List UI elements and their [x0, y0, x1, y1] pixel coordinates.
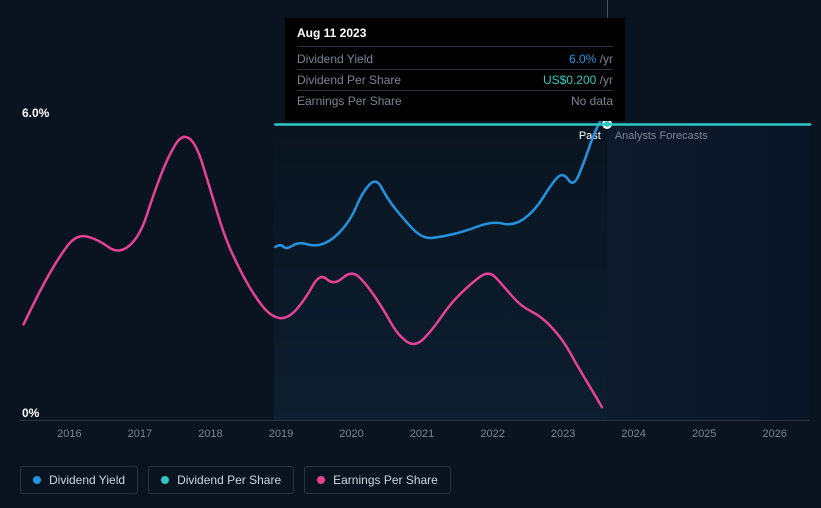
legend-item-dividend-per-share[interactable]: Dividend Per Share: [148, 466, 294, 494]
tooltip-label: Dividend Yield: [297, 52, 373, 66]
y-axis-label: 0%: [22, 406, 39, 420]
chart-legend: Dividend Yield Dividend Per Share Earnin…: [20, 466, 451, 494]
tooltip-date: Aug 11 2023: [297, 26, 613, 47]
legend-label: Dividend Yield: [49, 473, 125, 487]
tooltip-row: Dividend Per Share US$0.200 /yr: [297, 70, 613, 91]
legend-dot-icon: [33, 476, 41, 484]
tooltip-label: Dividend Per Share: [297, 73, 401, 87]
chart-baseline: [20, 420, 810, 421]
legend-dot-icon: [161, 476, 169, 484]
x-axis-label: 2018: [198, 428, 222, 440]
x-axis-label: 2024: [621, 428, 645, 440]
x-axis-label: 2021: [410, 428, 434, 440]
legend-item-earnings-per-share[interactable]: Earnings Per Share: [304, 466, 451, 494]
tooltip-row: Dividend Yield 6.0% /yr: [297, 49, 613, 70]
series-line: [24, 137, 602, 407]
tooltip-label: Earnings Per Share: [297, 94, 402, 108]
x-axis-label: 2020: [339, 428, 363, 440]
dividend-chart[interactable]: Past Analysts Forecasts 6.0%0%2016201720…: [20, 110, 810, 420]
chart-lines: [20, 110, 810, 420]
x-axis-label: 2019: [269, 428, 293, 440]
x-axis-label: 2016: [57, 428, 81, 440]
legend-label: Dividend Per Share: [177, 473, 281, 487]
tooltip-value: No data: [571, 94, 613, 108]
tooltip-value: US$0.200 /yr: [543, 73, 613, 87]
tooltip-value: 6.0% /yr: [569, 52, 613, 66]
y-axis-label: 6.0%: [22, 106, 49, 120]
x-axis-label: 2023: [551, 428, 575, 440]
legend-item-dividend-yield[interactable]: Dividend Yield: [20, 466, 138, 494]
x-axis-label: 2026: [762, 428, 786, 440]
x-axis-label: 2017: [128, 428, 152, 440]
tooltip-row: Earnings Per Share No data: [297, 91, 613, 111]
series-line: [275, 110, 607, 248]
legend-dot-icon: [317, 476, 325, 484]
legend-label: Earnings Per Share: [333, 473, 438, 487]
x-axis-label: 2022: [480, 428, 504, 440]
chart-tooltip: Aug 11 2023 Dividend Yield 6.0% /yr Divi…: [285, 18, 625, 121]
x-axis-label: 2025: [692, 428, 716, 440]
